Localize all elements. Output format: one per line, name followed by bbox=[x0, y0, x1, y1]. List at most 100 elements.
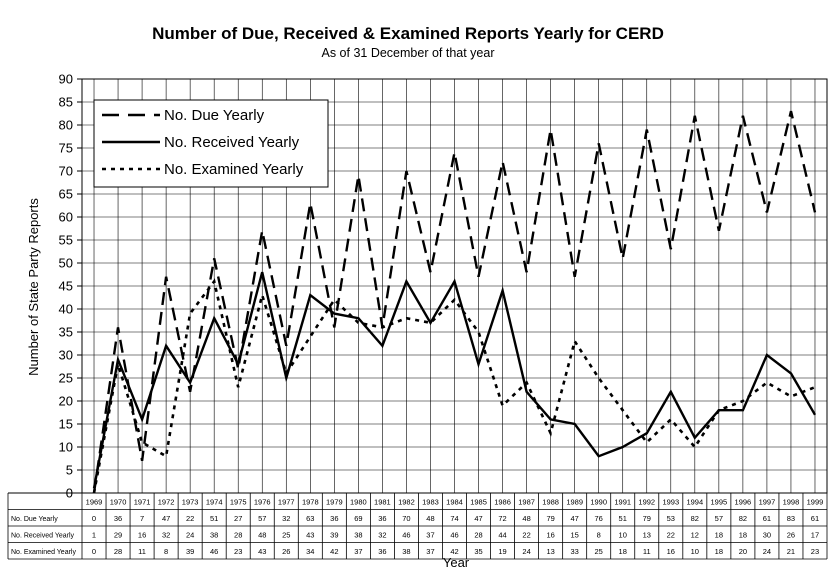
table-cell: 39 bbox=[330, 531, 338, 540]
table-cell: 37 bbox=[426, 531, 434, 540]
table-row-label: No. Due Yearly bbox=[11, 516, 58, 523]
table-cell: 27 bbox=[234, 514, 242, 523]
series-line-solid bbox=[92, 271, 817, 489]
table-cell: 26 bbox=[787, 531, 795, 540]
table-cell: 16 bbox=[667, 547, 675, 556]
y-tick-label: 15 bbox=[59, 417, 73, 432]
table-cell: 79 bbox=[643, 514, 651, 523]
x-tick-label: 1970 bbox=[110, 498, 127, 507]
x-tick-label: 1983 bbox=[422, 498, 439, 507]
table-cell: 46 bbox=[210, 547, 218, 556]
x-tick-label: 1976 bbox=[254, 498, 271, 507]
x-tick-label: 1985 bbox=[470, 498, 487, 507]
table-cell: 37 bbox=[354, 547, 362, 556]
x-tick-label: 1995 bbox=[711, 498, 728, 507]
table-cell: 34 bbox=[306, 547, 314, 556]
table-cell: 15 bbox=[570, 531, 578, 540]
table-cell: 11 bbox=[643, 547, 651, 556]
y-tick-label: 30 bbox=[59, 348, 73, 363]
table-cell: 29 bbox=[114, 531, 122, 540]
y-tick-label: 85 bbox=[59, 95, 73, 110]
y-tick-label: 90 bbox=[59, 72, 73, 87]
table-cell: 37 bbox=[426, 547, 434, 556]
y-tick-label: 75 bbox=[59, 141, 73, 156]
table-cell: 26 bbox=[282, 547, 290, 556]
table-cell: 18 bbox=[619, 547, 627, 556]
table-cell: 20 bbox=[739, 547, 747, 556]
x-tick-label: 1994 bbox=[686, 498, 703, 507]
table-cell: 23 bbox=[811, 547, 819, 556]
table-cell: 24 bbox=[186, 531, 194, 540]
table-cell: 36 bbox=[330, 514, 338, 523]
x-tick-label: 1975 bbox=[230, 498, 247, 507]
table-cell: 7 bbox=[140, 514, 144, 523]
table-cell: 38 bbox=[354, 531, 362, 540]
x-tick-label: 1996 bbox=[735, 498, 752, 507]
table-cell: 10 bbox=[691, 547, 699, 556]
table-cell: 57 bbox=[258, 514, 266, 523]
legend-entry: No. Received Yearly bbox=[164, 134, 300, 151]
table-cell: 70 bbox=[402, 514, 410, 523]
table-cell: 48 bbox=[522, 514, 530, 523]
table-cell: 61 bbox=[763, 514, 771, 523]
x-tick-label: 1987 bbox=[518, 498, 535, 507]
table-cell: 28 bbox=[474, 531, 482, 540]
table-cell: 57 bbox=[715, 514, 723, 523]
table-cell: 25 bbox=[282, 531, 290, 540]
x-tick-label: 1971 bbox=[134, 498, 151, 507]
x-tick-label: 1982 bbox=[398, 498, 415, 507]
table-row-label: No. Examined Yearly bbox=[11, 549, 76, 556]
table-cell: 76 bbox=[595, 514, 603, 523]
legend-entry: No. Due Yearly bbox=[164, 107, 265, 124]
table-cell: 8 bbox=[164, 547, 168, 556]
table-cell: 36 bbox=[378, 514, 386, 523]
table-cell: 39 bbox=[186, 547, 194, 556]
y-tick-label: 40 bbox=[59, 302, 73, 317]
table-cell: 42 bbox=[330, 547, 338, 556]
legend: No. Due Yearly No. Received Yearly No. Exa… bbox=[93, 99, 329, 188]
table-cell: 30 bbox=[763, 531, 771, 540]
table-cell: 18 bbox=[739, 531, 747, 540]
x-tick-label: 1984 bbox=[446, 498, 463, 507]
table-cell: 63 bbox=[306, 514, 314, 523]
table-cell: 46 bbox=[402, 531, 410, 540]
table-cell: 47 bbox=[474, 514, 482, 523]
y-tick-label: 70 bbox=[59, 164, 73, 179]
table-cell: 36 bbox=[378, 547, 386, 556]
x-tick-label: 1980 bbox=[350, 498, 367, 507]
x-tick-label: 1979 bbox=[326, 498, 343, 507]
table-cell: 32 bbox=[378, 531, 386, 540]
table-cell: 35 bbox=[474, 547, 482, 556]
table-cell: 38 bbox=[210, 531, 218, 540]
table-cell: 22 bbox=[667, 531, 675, 540]
table-cell: 74 bbox=[450, 514, 458, 523]
x-tick-label: 1986 bbox=[494, 498, 511, 507]
table-cell: 43 bbox=[306, 531, 314, 540]
table-cell: 36 bbox=[114, 514, 122, 523]
y-tick-label: 45 bbox=[59, 279, 73, 294]
table-cell: 28 bbox=[114, 547, 122, 556]
series-line-dotted bbox=[92, 278, 816, 494]
y-tick-label: 20 bbox=[59, 394, 73, 409]
table-cell: 33 bbox=[570, 547, 578, 556]
table-cell: 32 bbox=[282, 514, 290, 523]
x-tick-label: 1988 bbox=[542, 498, 559, 507]
x-tick-label: 1973 bbox=[182, 498, 199, 507]
table-cell: 48 bbox=[258, 531, 266, 540]
table-cell: 42 bbox=[450, 547, 458, 556]
y-tick-label: 50 bbox=[59, 256, 73, 271]
chart-subtitle: As of 31 December of that year bbox=[321, 46, 494, 60]
table-cell: 21 bbox=[787, 547, 795, 556]
y-axis-label: Number of State Party Reports bbox=[26, 198, 41, 376]
x-tick-label: 1972 bbox=[158, 498, 175, 507]
data-table: 1969 1970 1971 1972 1973 1974 1975 1976 1977 1978… bbox=[7, 492, 828, 560]
table-cell: 32 bbox=[162, 531, 170, 540]
table-cell: 43 bbox=[258, 547, 266, 556]
x-tick-label: 1999 bbox=[807, 498, 824, 507]
table-cell: 61 bbox=[811, 514, 819, 523]
y-tick-label: 65 bbox=[59, 187, 73, 202]
y-tick-label: 35 bbox=[59, 325, 73, 340]
table-cell: 8 bbox=[597, 531, 601, 540]
table-cell: 18 bbox=[715, 547, 723, 556]
